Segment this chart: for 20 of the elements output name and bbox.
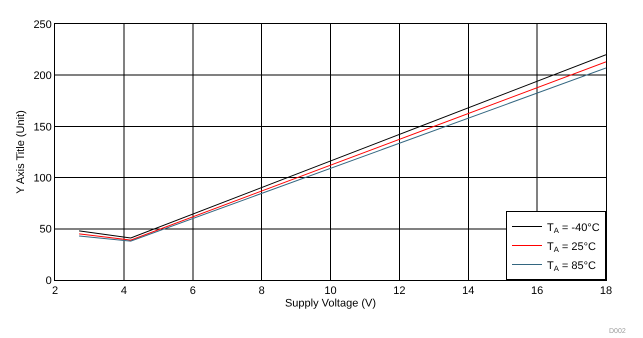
y-tick-label: 200 (33, 70, 52, 82)
y-tick-label: 50 (40, 224, 52, 236)
legend-label: T$_{A}$ = 25°C (547, 240, 596, 254)
x-tick-label: 4 (120, 285, 127, 298)
x-tick-label: 2 (52, 285, 58, 298)
x-tick-label: 6 (190, 285, 196, 298)
x-tick-label: 8 (258, 285, 265, 298)
y-tick-label: 100 (33, 172, 52, 184)
x-axis-title: Supply Voltage (V) (284, 297, 376, 310)
y-tick-label: 150 (33, 121, 52, 134)
x-tick-label: 16 (531, 285, 544, 298)
legend-label: T$_{A}$ = -40°C (547, 222, 600, 236)
y-tick-label: 0 (46, 274, 52, 287)
x-tick-label: 18 (600, 285, 612, 298)
legend-label: T$_{A}$ = 85°C (547, 260, 596, 274)
y-axis-title: Y Axis Title (Unit) (15, 110, 28, 194)
x-tick-label: 14 (462, 285, 474, 298)
x-tick-label: 10 (324, 285, 337, 298)
y-tick-label: 250 (33, 18, 52, 31)
x-tick-label: 12 (393, 285, 406, 298)
